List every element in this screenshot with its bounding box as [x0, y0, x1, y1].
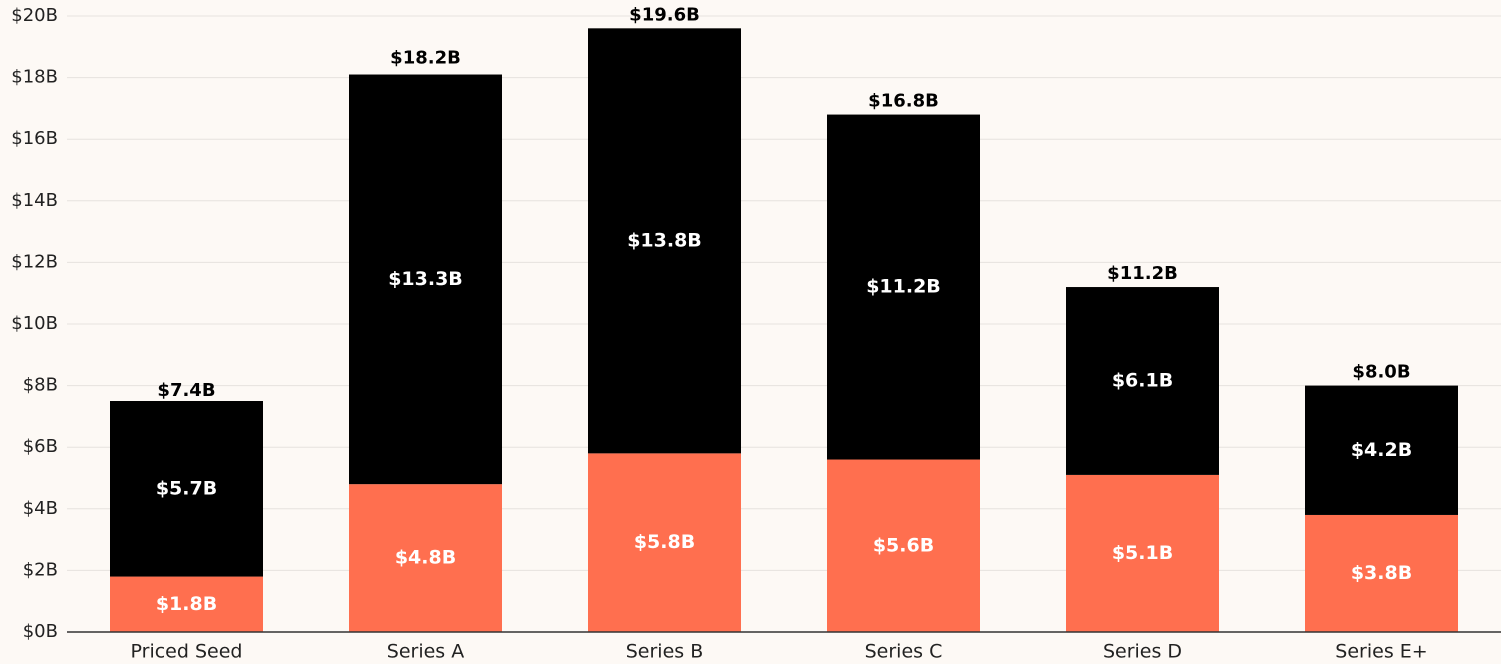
y-tick-label: $4B [23, 498, 58, 519]
bar-segment [588, 28, 741, 454]
bar-segment [588, 453, 741, 632]
x-tick-label: Series A [387, 641, 464, 663]
bar-segment [349, 484, 502, 632]
value-label: $11.2B [866, 276, 941, 298]
y-tick-label: $20B [11, 5, 58, 26]
bar-segment [1305, 514, 1458, 632]
bar-segment [1066, 287, 1219, 475]
y-tick-label: $16B [11, 128, 58, 149]
y-tick-label: $8B [23, 375, 58, 396]
value-label: $5.7B [156, 477, 217, 499]
value-label: $1.8B [156, 593, 217, 615]
total-label: $16.8B [868, 91, 939, 112]
value-label: $4.8B [395, 547, 456, 569]
y-tick-label: $0B [23, 621, 58, 642]
bar-segment [827, 114, 980, 460]
x-tick-label: Series B [626, 641, 704, 663]
value-label: $4.2B [1351, 439, 1412, 461]
y-tick-label: $2B [23, 559, 58, 580]
value-label: $13.3B [388, 268, 463, 290]
value-label: $5.8B [634, 531, 695, 553]
bar-segment [110, 401, 263, 577]
total-label: $8.0B [1352, 362, 1410, 383]
y-tick-label: $12B [11, 251, 58, 272]
total-label: $7.4B [157, 380, 215, 401]
bar-segment [1305, 385, 1458, 515]
value-label: $13.8B [627, 229, 702, 251]
y-tick-label: $10B [11, 313, 58, 334]
value-label: $6.1B [1112, 369, 1173, 391]
y-tick-label: $18B [11, 67, 58, 88]
total-label: $18.2B [390, 47, 461, 68]
total-label: $11.2B [1107, 263, 1178, 284]
value-label: $3.8B [1351, 562, 1412, 584]
bar-segment [349, 74, 502, 485]
bar-segment [1066, 474, 1219, 632]
x-tick-label: Series E+ [1335, 641, 1427, 663]
value-label: $5.6B [873, 534, 934, 556]
y-tick-label: $6B [23, 436, 58, 457]
bar-segment [110, 576, 263, 632]
bar-segment [827, 459, 980, 632]
x-tick-label: Priced Seed [131, 641, 243, 663]
y-tick-label: $14B [11, 190, 58, 211]
value-label: $5.1B [1112, 542, 1173, 564]
x-tick-label: Series D [1103, 641, 1182, 663]
total-label: $19.6B [629, 4, 700, 25]
x-tick-label: Series C [865, 641, 943, 663]
